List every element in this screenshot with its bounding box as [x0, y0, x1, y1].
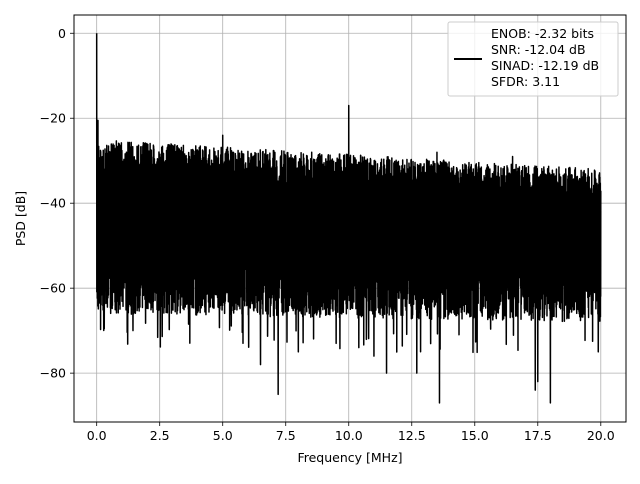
y-tick-label: −60	[40, 281, 66, 296]
x-tick-label: 2.5	[150, 428, 170, 443]
x-tick-label: 15.0	[461, 428, 489, 443]
x-tick-label: 5.0	[213, 428, 233, 443]
legend-box	[447, 21, 619, 97]
legend: ENOB: -2.32 bits SNR: -12.04 dB SINAD: -…	[447, 21, 619, 97]
axes-frame	[73, 14, 627, 423]
legend-enob: ENOB: -2.32 bits	[491, 26, 594, 41]
x-tick-label: 12.5	[398, 428, 426, 443]
y-tick-label: 0	[58, 26, 66, 41]
psd-trace	[95, 33, 602, 404]
x-tick-label: 17.5	[524, 428, 552, 443]
x-axis-label: Frequency [MHz]	[297, 450, 402, 465]
legend-snr: SNR: -12.04 dB	[491, 42, 586, 57]
y-tick-label: −20	[40, 111, 66, 126]
x-tick-label: 20.0	[587, 428, 615, 443]
x-tick-label: 7.5	[276, 428, 296, 443]
x-tick-label: 0.0	[87, 428, 107, 443]
y-tick-label: −40	[40, 196, 66, 211]
legend-sfdr: SFDR: 3.11	[491, 74, 560, 89]
plot-area	[95, 33, 602, 404]
y-tick-label: −80	[40, 366, 66, 381]
x-tick-label: 10.0	[335, 428, 363, 443]
y-axis-label: PSD [dB]	[13, 191, 28, 246]
legend-sinad: SINAD: -12.19 dB	[491, 58, 599, 73]
ticks: 0.0 2.5 5.0 7.5 10.0 12.5 15.0 17.5 20.0 0 −20 −40 −…	[40, 26, 615, 443]
